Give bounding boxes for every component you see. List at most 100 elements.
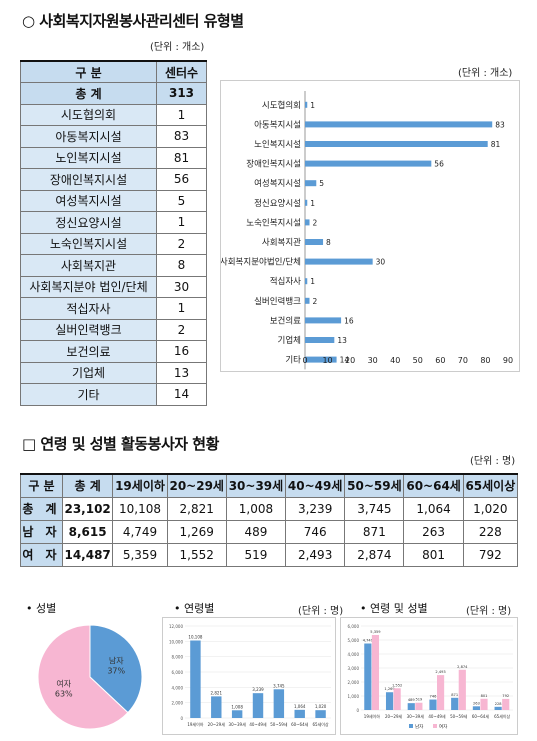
y-tick-label: 1,000 xyxy=(348,694,360,699)
y-tick-label: 5,000 xyxy=(348,638,360,643)
y-tick-label: 3,000 xyxy=(348,666,360,671)
data-label: 5 xyxy=(319,179,324,188)
category-label: 시도협의회 xyxy=(262,100,301,111)
table-cell: 5,359 xyxy=(112,542,168,567)
data-label: 10,108 xyxy=(188,635,202,640)
table-row: 정신요양시설 1 xyxy=(20,211,207,234)
data-label: 2,874 xyxy=(457,665,468,669)
total-label: 총 계 xyxy=(20,82,157,105)
section1-unit: (단위 : 개소) xyxy=(150,42,205,53)
agesex-chart-unit: (단위 : 명) xyxy=(466,606,512,617)
section2-unit: (단위 : 명) xyxy=(470,456,516,467)
x-tick-label: 0 xyxy=(302,356,307,365)
y-tick-label: 6,000 xyxy=(348,624,360,629)
table-cell: 228 xyxy=(462,519,519,544)
table-cell: 1,020 xyxy=(462,496,519,521)
legend-swatch xyxy=(409,724,413,728)
row-value: 2 xyxy=(156,232,207,255)
slice-label: 남자 xyxy=(109,657,124,666)
data-label: 228 xyxy=(495,702,503,706)
bar xyxy=(415,702,423,710)
x-tick-label: 70 xyxy=(458,356,468,365)
y-tick-label: 10,000 xyxy=(169,639,183,644)
data-label: 2,821 xyxy=(211,690,223,695)
data-label: 1 xyxy=(310,101,315,110)
x-tick-label: 20~29세 xyxy=(208,721,226,727)
bar xyxy=(305,121,493,128)
row-value: 2 xyxy=(156,318,207,341)
bar xyxy=(305,278,308,285)
data-label: 3,239 xyxy=(252,687,264,692)
row-label: 사회복지관 xyxy=(20,254,157,277)
section2-title: □ 연령 및 성별 활동봉사자 현황 xyxy=(22,435,219,453)
category-label: 사회복지관 xyxy=(262,237,301,248)
slice-percent: 37% xyxy=(107,667,125,676)
bar xyxy=(315,710,326,718)
pie-title: • 성별 xyxy=(26,602,57,615)
data-label: 3,745 xyxy=(273,683,285,688)
bar xyxy=(305,141,488,147)
table-row: 기타 14 xyxy=(20,383,207,406)
bar xyxy=(211,696,222,718)
header-cell: 40~49세 xyxy=(285,473,346,498)
bar xyxy=(305,297,310,304)
x-tick-label: 50 xyxy=(413,356,423,365)
row-value: 8 xyxy=(156,254,207,277)
category-label: 보건의료 xyxy=(270,315,301,326)
bar xyxy=(305,199,308,206)
category-label: 노숙인복지시설 xyxy=(246,217,301,228)
data-label: 746 xyxy=(430,695,438,699)
table-cell: 1,008 xyxy=(225,496,287,521)
table-row: 기업체 13 xyxy=(20,361,207,384)
row-label: 여성복지시설 xyxy=(20,189,157,212)
category-label: 장애인복지시설 xyxy=(246,159,301,170)
bar xyxy=(429,699,437,710)
data-label: 56 xyxy=(434,160,444,169)
row-value: 1 xyxy=(156,211,207,234)
table-cell: 3,745 xyxy=(344,496,405,521)
bar xyxy=(190,640,201,718)
slice-percent: 63% xyxy=(55,689,73,698)
x-tick-label: 60 xyxy=(435,356,445,365)
category-label: 여성복지시설 xyxy=(254,178,301,189)
bar xyxy=(305,356,337,363)
total-row: 총 계 313 xyxy=(20,82,207,105)
chart-unit: (단위 : 개소) xyxy=(458,68,513,79)
row-label: 노숙인복지시설 xyxy=(20,232,157,255)
bar xyxy=(305,258,373,265)
table-header: 구 분 센터수 xyxy=(20,60,207,83)
table-cell: 1,064 xyxy=(403,496,464,521)
bar xyxy=(305,317,342,324)
category-label: 기타 xyxy=(285,356,301,366)
table-cell: 746 xyxy=(285,519,346,544)
row-label: 기타 xyxy=(20,383,157,406)
table-cell: 4,749 xyxy=(112,519,168,544)
table-row: 여 자 14,487 5,359 1,552 519 2,493 2,874 801 792 xyxy=(20,542,519,567)
bar xyxy=(393,688,401,710)
row-value: 5 xyxy=(156,189,207,212)
table-cell: 2,874 xyxy=(344,542,405,567)
y-tick-label: 2,000 xyxy=(172,701,184,706)
bar xyxy=(231,710,243,718)
table-cell: 489 xyxy=(225,519,287,544)
table-row: 적십자사 1 xyxy=(20,297,207,320)
category-label: 정신요양시설 xyxy=(254,198,301,209)
data-label: 871 xyxy=(451,693,458,697)
bar xyxy=(407,703,415,710)
bar xyxy=(437,675,445,710)
table-cell: 801 xyxy=(403,542,464,567)
row-value: 1 xyxy=(156,297,207,320)
row-label: 적십자사 xyxy=(20,297,157,320)
data-label: 1,064 xyxy=(294,704,306,709)
x-tick-label: 30 xyxy=(368,356,378,365)
row-value: 16 xyxy=(156,340,207,363)
row-label: 노인복지시설 xyxy=(20,146,157,169)
bar xyxy=(458,669,466,710)
table-cell: 10,108 xyxy=(112,496,168,521)
age-bar-chart: 0 2,000 4,000 6,000 8,000 10,000 12,000 10,108 1… xyxy=(169,624,331,727)
bar xyxy=(305,239,324,245)
x-tick-label: 10 xyxy=(322,356,332,365)
total-value: 313 xyxy=(156,82,207,105)
table-row: 노숙인복지시설 2 xyxy=(20,232,207,255)
header-count: 센터수 xyxy=(156,60,207,83)
